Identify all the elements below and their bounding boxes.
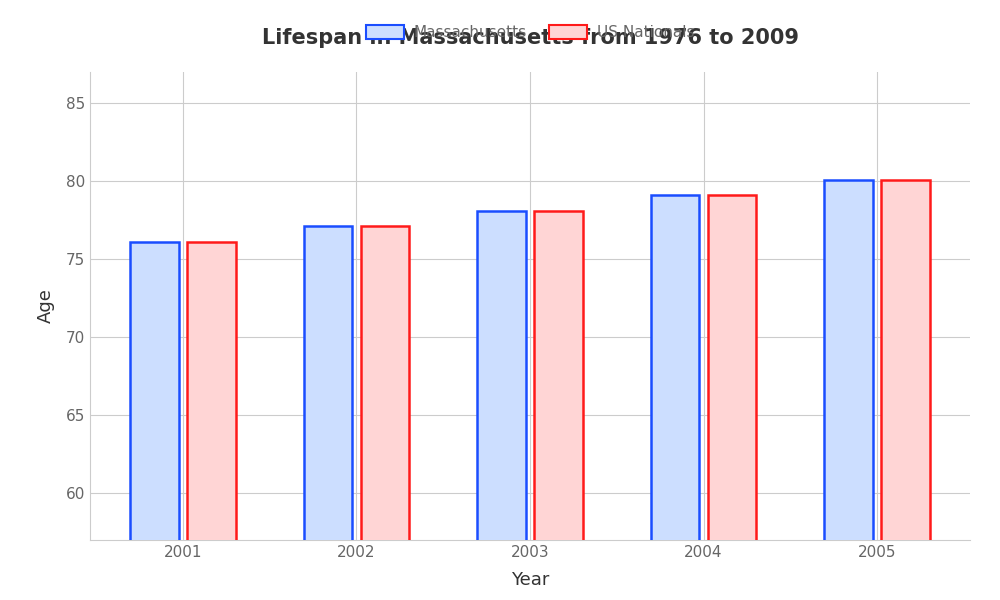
Bar (130, 242, 179, 600)
Bar (824, 179, 873, 600)
Legend: Massachusetts, US Nationals: Massachusetts, US Nationals (360, 19, 700, 46)
Bar (187, 242, 236, 600)
Bar (477, 211, 526, 600)
Bar (304, 226, 352, 600)
Y-axis label: Age: Age (37, 289, 55, 323)
Title: Lifespan in Massachusetts from 1976 to 2009: Lifespan in Massachusetts from 1976 to 2… (262, 28, 798, 48)
Bar (534, 211, 583, 600)
Bar (708, 195, 756, 600)
Bar (651, 195, 699, 600)
X-axis label: Year: Year (511, 571, 549, 589)
Bar (881, 179, 930, 600)
Bar (361, 226, 409, 600)
